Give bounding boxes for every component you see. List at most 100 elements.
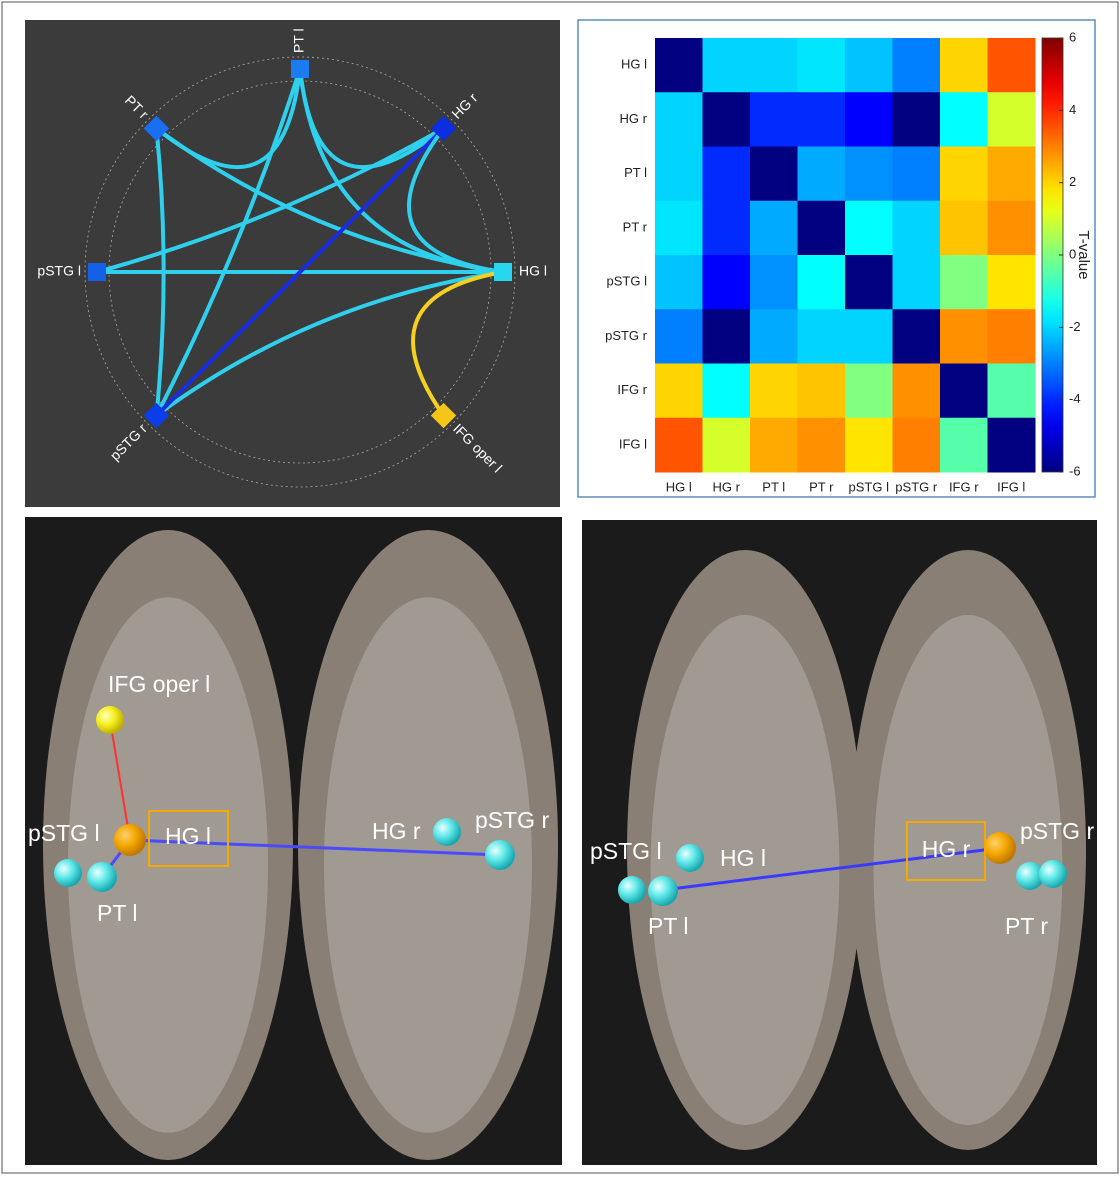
heatmap-cell bbox=[988, 92, 1036, 147]
heatmap-cell bbox=[845, 255, 893, 310]
heatmap-cell bbox=[750, 92, 798, 147]
region-label: HG l bbox=[720, 845, 766, 871]
heatmap-cell bbox=[845, 364, 893, 419]
heatmap-cell bbox=[845, 92, 893, 147]
row-label: pSTG l bbox=[607, 274, 648, 289]
heatmap-cell bbox=[703, 147, 751, 202]
row-label: PT l bbox=[624, 165, 647, 180]
region-label: PT l bbox=[648, 913, 688, 939]
heatmap-cell bbox=[703, 418, 751, 473]
column-label: HG l bbox=[666, 479, 692, 494]
figure: HG l HG r PT l PT r pSTG l pSTG r IFG r IFG l HG… bbox=[0, 0, 1120, 1175]
heatmap-cell bbox=[750, 255, 798, 310]
region-sphere bbox=[433, 818, 461, 846]
heatmap-cell bbox=[703, 309, 751, 364]
heatmap-cell bbox=[940, 255, 988, 310]
colorbar-tick-label: -6 bbox=[1069, 463, 1081, 478]
heatmap-cell bbox=[798, 38, 846, 93]
region-label: PT r bbox=[1005, 913, 1048, 939]
heatmap-cell bbox=[940, 147, 988, 202]
heatmap-cell bbox=[798, 92, 846, 147]
heatmap-cell bbox=[703, 38, 751, 93]
heatmap-cell bbox=[940, 92, 988, 147]
row-label: IFG r bbox=[617, 382, 647, 397]
heatmap-cell bbox=[655, 38, 703, 93]
heatmap-cell bbox=[750, 418, 798, 473]
colorbar-tick-label: 4 bbox=[1069, 102, 1076, 117]
region-sphere bbox=[648, 876, 678, 906]
column-label: IFG r bbox=[949, 479, 979, 494]
heatmap-cell bbox=[750, 147, 798, 202]
region-sphere bbox=[96, 706, 124, 734]
colorbar-tick-label: -2 bbox=[1069, 319, 1081, 334]
region-sphere bbox=[618, 876, 646, 904]
heatmap-cell bbox=[893, 147, 941, 202]
heatmap-cell bbox=[893, 92, 941, 147]
heatmap-cell bbox=[893, 418, 941, 473]
heatmap-cell bbox=[655, 364, 703, 419]
row-label: PT r bbox=[623, 219, 648, 234]
column-label: pSTG l bbox=[849, 479, 890, 494]
heatmap-cell bbox=[798, 255, 846, 310]
row-label: IFG l bbox=[619, 436, 647, 451]
column-label: PT l bbox=[762, 479, 785, 494]
page: {"chart_data": {"type": "heatmap", "rows… bbox=[0, 0, 1120, 1175]
heatmap-cell bbox=[798, 418, 846, 473]
heatmap-cell bbox=[893, 364, 941, 419]
heatmap-cell bbox=[940, 201, 988, 256]
connectogram-node bbox=[88, 263, 106, 281]
row-label: HG r bbox=[620, 111, 648, 126]
heatmap-cell bbox=[893, 309, 941, 364]
heatmap-cell bbox=[703, 201, 751, 256]
heatmap-cell bbox=[988, 309, 1036, 364]
node-label: PT l bbox=[291, 28, 307, 53]
region-label: pSTG l bbox=[28, 820, 100, 846]
heatmap-cell bbox=[750, 309, 798, 364]
node-label: pSTG l bbox=[37, 263, 81, 279]
connectogram-node bbox=[291, 60, 309, 78]
region-label: HG l bbox=[165, 823, 211, 849]
row-label: HG l bbox=[621, 57, 647, 72]
heatmap-cell bbox=[655, 309, 703, 364]
connectogram-node bbox=[494, 263, 512, 281]
column-label: IFG l bbox=[997, 479, 1025, 494]
colorbar-tick-label: 6 bbox=[1069, 29, 1076, 44]
heatmap-cell bbox=[655, 92, 703, 147]
heatmap-cell bbox=[750, 364, 798, 419]
heatmap-cell bbox=[893, 201, 941, 256]
heatmap-cell bbox=[798, 147, 846, 202]
region-sphere bbox=[1039, 860, 1067, 888]
node-label: HG l bbox=[519, 263, 547, 279]
heatmap-cell bbox=[988, 418, 1036, 473]
colorbar-tick-label: -4 bbox=[1069, 391, 1081, 406]
region-label: IFG oper l bbox=[108, 671, 210, 697]
heatmap-cell bbox=[845, 38, 893, 93]
heatmap-cell bbox=[940, 364, 988, 419]
heatmap-cell bbox=[750, 201, 798, 256]
colorbar-label: T-value bbox=[1075, 230, 1092, 279]
heatmap-cell bbox=[940, 309, 988, 364]
heatmap-cell bbox=[988, 364, 1036, 419]
heatmap-cell bbox=[798, 201, 846, 256]
region-sphere bbox=[114, 824, 146, 856]
region-sphere bbox=[676, 844, 704, 872]
heatmap-cell bbox=[988, 255, 1036, 310]
column-label: pSTG r bbox=[895, 479, 938, 494]
heatmap-cell bbox=[988, 147, 1036, 202]
heatmap-cell bbox=[798, 364, 846, 419]
column-label: PT r bbox=[809, 479, 834, 494]
region-sphere bbox=[984, 832, 1016, 864]
region-sphere bbox=[54, 859, 82, 887]
region-label: pSTG r bbox=[475, 807, 549, 833]
region-sphere bbox=[485, 840, 515, 870]
heatmap-cell bbox=[703, 92, 751, 147]
heatmap-cell bbox=[845, 309, 893, 364]
heatmap-cell bbox=[750, 38, 798, 93]
heatmap-cell bbox=[655, 147, 703, 202]
region-label: PT l bbox=[97, 900, 137, 926]
heatmap-cell bbox=[703, 255, 751, 310]
region-label: HG r bbox=[372, 818, 421, 844]
heatmap-cell bbox=[845, 418, 893, 473]
column-label: HG r bbox=[713, 479, 741, 494]
heatmap-cell bbox=[655, 418, 703, 473]
